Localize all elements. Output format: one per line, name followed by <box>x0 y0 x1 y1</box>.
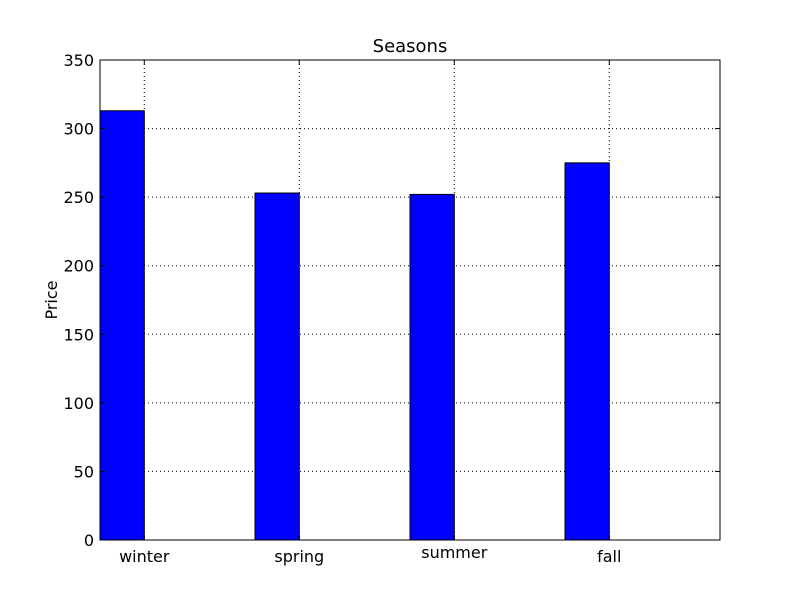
y-tick-label: 100 <box>63 394 94 413</box>
bar-summer <box>409 193 455 541</box>
x-tick-label-spring: spring <box>274 547 324 566</box>
y-tick-label: 50 <box>74 462 94 481</box>
y-tick-label: 200 <box>63 257 94 276</box>
y-axis-label: Price <box>42 280 61 319</box>
y-tick-label: 250 <box>63 188 94 207</box>
y-tick-label: 0 <box>84 531 94 550</box>
labels: 0 50 100 150 200 250 300 350 winter spring summer f… <box>63 51 621 566</box>
bar-spring <box>254 192 300 541</box>
ticks <box>100 59 720 541</box>
y-tick-label: 150 <box>63 325 94 344</box>
plot-frame <box>99 59 721 541</box>
chart-title: Seasons <box>373 36 448 57</box>
y-tick-label: 300 <box>63 120 94 139</box>
x-tick-label-summer: summer <box>421 543 487 562</box>
y-tick-label: 350 <box>63 51 94 70</box>
x-tick-label-winter: winter <box>119 547 170 566</box>
bar-winter <box>99 110 145 541</box>
x-tick-label-fall: fall <box>597 547 621 566</box>
bars <box>99 110 610 541</box>
bar-fall <box>564 162 610 541</box>
